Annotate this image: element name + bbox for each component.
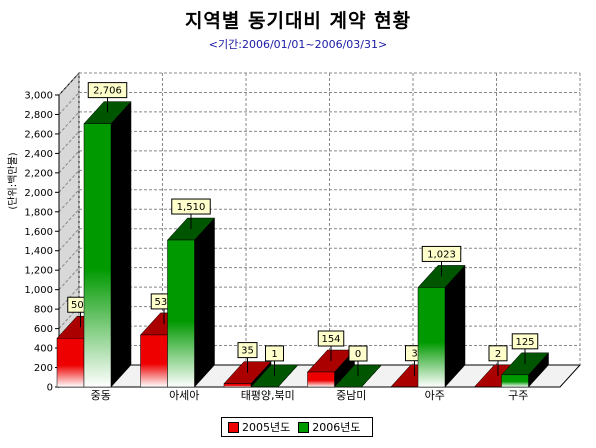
data-label-box: [265, 345, 284, 362]
data-label: 1: [271, 349, 277, 360]
y-tick-label: 2,200: [24, 168, 53, 179]
y-tick-label: 3,000: [24, 91, 53, 102]
y-tick-label: 800: [34, 305, 53, 316]
x-tick-label: 중남미: [336, 389, 366, 402]
y-tick-label: 600: [34, 324, 53, 335]
data-label: 0: [355, 349, 361, 360]
data-label: 535: [154, 297, 173, 308]
data-label: 1,510: [177, 202, 206, 213]
data-label: 3: [411, 349, 417, 360]
bar: [417, 287, 446, 388]
x-tick-label: 구주: [508, 389, 528, 402]
data-label-box: [421, 245, 462, 262]
bar: [140, 334, 168, 388]
y-tick-label: 1,200: [24, 266, 53, 277]
data-label: 2: [495, 349, 501, 360]
legend-label-2005: 2005년도: [242, 421, 291, 434]
x-tick-label: 태평양,북미: [241, 389, 295, 402]
data-label-box: [348, 345, 368, 362]
data-label: 501: [71, 300, 90, 311]
y-tick-label: 200: [34, 363, 53, 374]
bar: [56, 337, 85, 388]
data-label-box: [87, 82, 128, 99]
data-label: 35: [241, 346, 254, 357]
chart-title: 지역별 동기대비 계약 현황: [184, 10, 412, 32]
chart-subtitle: <기간:2006/01/01~2006/03/31>: [208, 38, 388, 51]
data-label: 154: [321, 334, 340, 345]
data-label-box: [237, 342, 258, 359]
y-tick-label: 2,600: [24, 129, 53, 140]
bar: [501, 374, 529, 388]
data-label: 125: [515, 337, 534, 348]
data-label: 1,023: [427, 249, 456, 260]
legend-item-2005: 2005년도: [228, 419, 290, 435]
data-label-box: [488, 345, 508, 362]
y-tick-label: 2,800: [24, 110, 53, 121]
y-tick-label: 1,000: [24, 285, 53, 296]
data-label-box: [317, 330, 345, 347]
data-label-box: [511, 333, 539, 350]
data-label: 2,706: [93, 86, 122, 97]
bar: [83, 123, 112, 388]
y-tick-label: 1,800: [24, 207, 53, 218]
x-tick-label: 중동: [91, 389, 111, 402]
y-tick-label: 0: [47, 383, 53, 394]
x-tick-label: 아세아: [169, 389, 199, 402]
bar: [307, 371, 335, 388]
y-tick-label: 400: [34, 344, 53, 355]
bar-side: [194, 217, 215, 388]
y-axis-label: (단위:백만불): [6, 152, 19, 209]
y-tick-label: 2,400: [24, 149, 53, 160]
legend-swatch-2005: [228, 421, 239, 433]
bar: [223, 383, 252, 388]
y-tick-label: 2,000: [24, 188, 53, 199]
y-tick-label: 1,400: [24, 246, 53, 257]
x-tick-label: 아주: [425, 389, 445, 402]
legend-label-2006: 2006년도: [312, 421, 361, 434]
legend-item-2006: 2006년도: [298, 419, 360, 435]
legend-swatch-2006: [298, 421, 310, 433]
data-label-box: [171, 198, 211, 215]
bar-side: [110, 100, 132, 388]
y-tick-label: 1,600: [24, 227, 53, 238]
legend: 2005년도 2006년도: [221, 417, 373, 437]
bar: [167, 239, 195, 388]
